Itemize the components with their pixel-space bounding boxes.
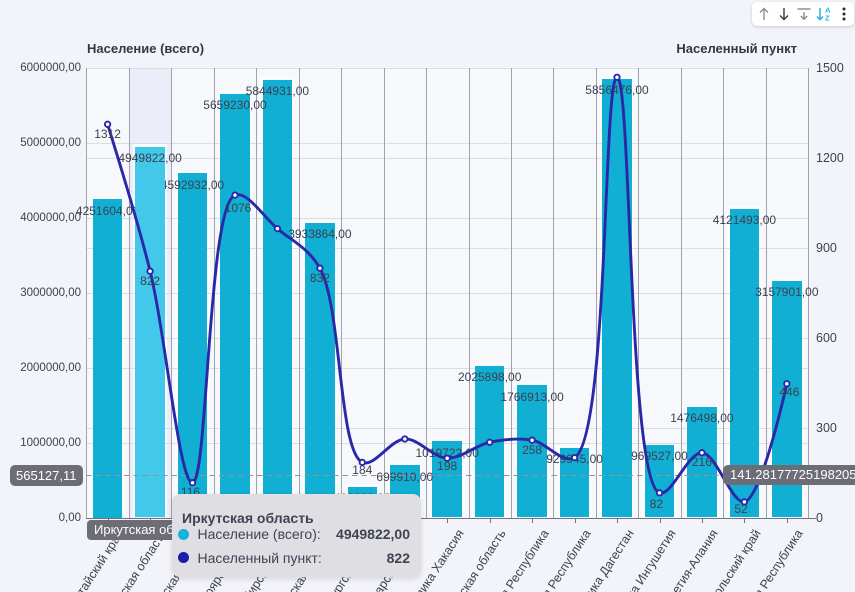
svg-text:Z: Z <box>825 13 830 22</box>
svg-text:A: A <box>825 5 831 14</box>
